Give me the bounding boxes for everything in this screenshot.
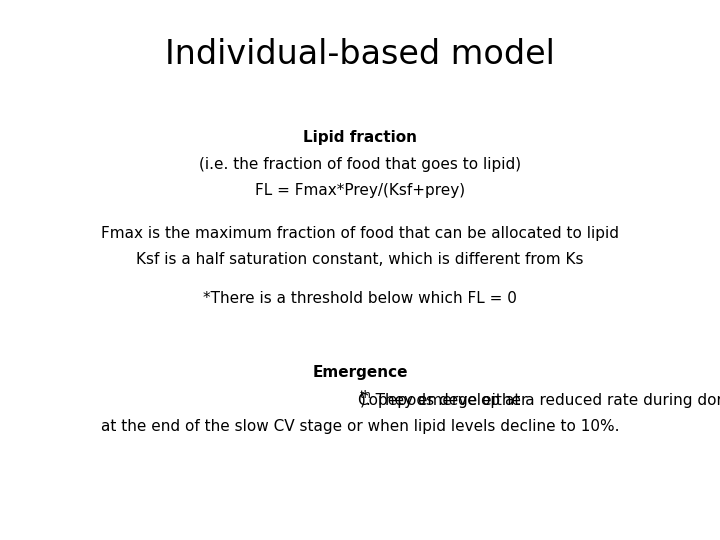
Text: at the end of the slow CV stage or when lipid levels decline to 10%.: at the end of the slow CV stage or when … [101,419,619,434]
Text: ). They emerge either: ). They emerge either [361,393,528,408]
Text: Individual-based model: Individual-based model [165,37,555,71]
Text: Ksf is a half saturation constant, which is different from Ks: Ksf is a half saturation constant, which… [136,252,584,267]
Text: FL = Fmax*Prey/(Ksf+prey): FL = Fmax*Prey/(Ksf+prey) [255,183,465,198]
Text: (i.e. the fraction of food that goes to lipid): (i.e. the fraction of food that goes to … [199,157,521,172]
Text: Copepods develop at a reduced rate during dormancy (1/25: Copepods develop at a reduced rate durin… [359,393,720,408]
Text: Fmax is the maximum fraction of food that can be allocated to lipid: Fmax is the maximum fraction of food tha… [101,226,619,241]
Text: Emergence: Emergence [312,365,408,380]
Text: th: th [359,389,372,400]
Text: *There is a threshold below which FL = 0: *There is a threshold below which FL = 0 [203,291,517,306]
Text: Lipid fraction: Lipid fraction [303,130,417,145]
